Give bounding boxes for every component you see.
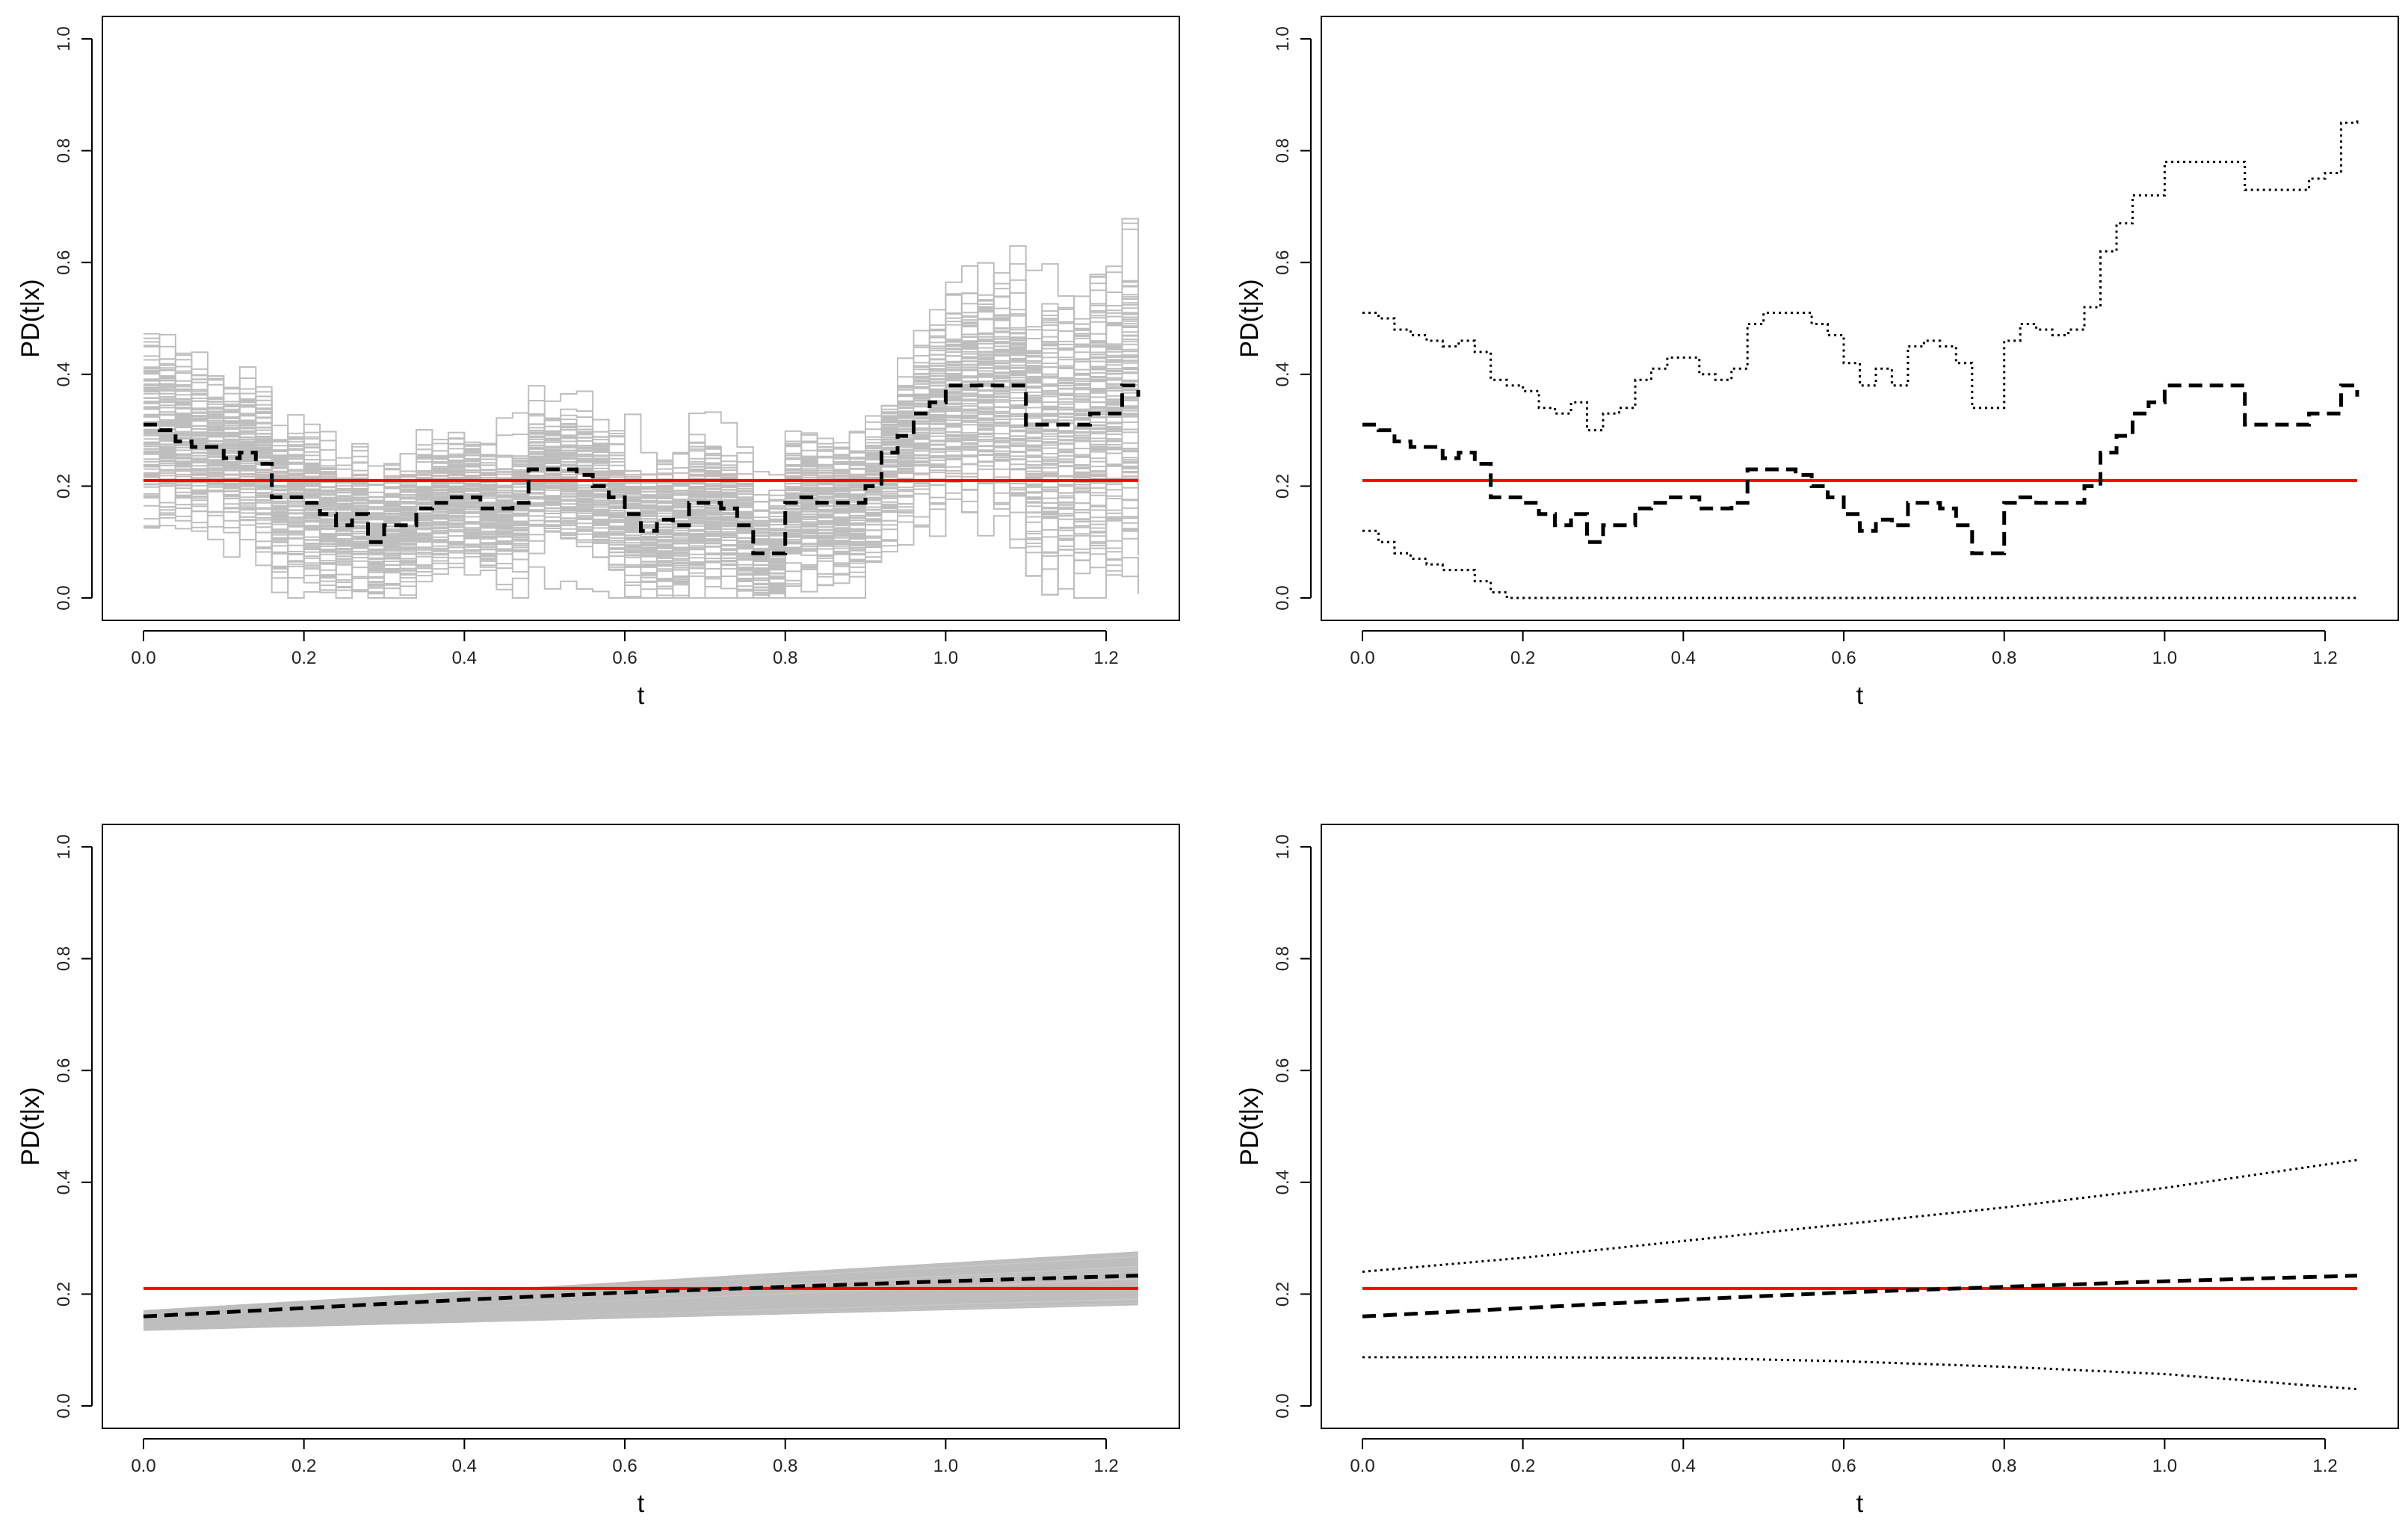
simulation-curves [143, 218, 1139, 599]
x-tick-label: 0.0 [131, 648, 155, 668]
x-tick-label: 1.2 [2312, 1456, 2337, 1476]
x-tick-label: 0.2 [291, 648, 316, 668]
y-axis: 0.0 0.2 0.4 0.6 0.8 1.0 PD(t|x) [16, 834, 93, 1419]
y-tick-label: 0.0 [1273, 1393, 1293, 1418]
y-tick-label: 1.0 [54, 26, 74, 51]
x-tick-label: 1.2 [2312, 648, 2337, 668]
simulation-band [143, 1252, 1138, 1331]
x-tick-label: 1.2 [1093, 1456, 1118, 1476]
x-tick-label: 0.0 [1350, 1456, 1374, 1476]
x-tick-label: 0.4 [452, 1456, 477, 1476]
x-axis-title: t [1856, 1490, 1864, 1518]
x-tick-label: 0.6 [1831, 648, 1856, 668]
estimate-line [1362, 1274, 2358, 1318]
y-tick-label: 0.6 [1273, 250, 1293, 275]
panel-top-left: 0.0 0.2 0.4 0.6 0.8 1.0 1.2 t 0.0 0.2 0.4 0.6 0.8 1.0… [16, 16, 1180, 710]
y-tick-label: 0.8 [1273, 946, 1293, 971]
y-tick-label: 0.2 [1273, 1282, 1293, 1307]
upper-band-line [1362, 1159, 2358, 1273]
y-axis: 0.0 0.2 0.4 0.6 0.8 1.0 PD(t|x) [16, 26, 93, 611]
x-tick-label: 0.6 [612, 1456, 637, 1476]
x-axis-title: t [1856, 682, 1864, 710]
y-tick-label: 0.4 [1273, 362, 1293, 386]
simulation-curves [143, 1251, 1139, 1331]
x-tick-label: 0.2 [1510, 648, 1535, 668]
x-axis-title: t [637, 1490, 645, 1518]
x-tick-label: 0.4 [452, 648, 477, 668]
x-tick-label: 0.4 [1671, 1456, 1696, 1476]
y-tick-label: 0.4 [54, 1170, 74, 1194]
x-axis-title: t [637, 682, 645, 710]
y-tick-label: 0.6 [54, 250, 74, 275]
x-axis: 0.0 0.2 0.4 0.6 0.8 1.0 1.2 t [131, 630, 1119, 710]
simulation-curve [143, 290, 1139, 599]
y-tick-label: 0.4 [54, 362, 74, 386]
panel-bottom-right: 0.0 0.2 0.4 0.6 0.8 1.0 1.2 t 0.0 0.2 0.4 0.6 0.8 1.0… [1235, 824, 2399, 1518]
x-tick-label: 0.8 [1992, 648, 2016, 668]
y-tick-label: 1.0 [1273, 834, 1293, 859]
y-tick-label: 0.6 [54, 1058, 74, 1083]
x-axis: 0.0 0.2 0.4 0.6 0.8 1.0 1.2 t [1350, 1438, 2338, 1518]
simulation-curve [143, 345, 1139, 596]
panel-top-right: 0.0 0.2 0.4 0.6 0.8 1.0 1.2 t 0.0 0.2 0.4 0.6 0.8 1.0… [1235, 16, 2399, 710]
x-tick-label: 1.0 [2152, 1456, 2177, 1476]
estimate-line [143, 1274, 1139, 1318]
y-tick-label: 0.2 [54, 474, 74, 499]
y-tick-label: 0.8 [54, 946, 74, 971]
y-tick-label: 0.6 [1273, 1058, 1293, 1083]
plot-frame [102, 824, 1180, 1429]
y-tick-label: 0.8 [54, 138, 74, 163]
x-tick-label: 0.6 [612, 648, 637, 668]
upper-band-line [1362, 117, 2359, 432]
x-tick-label: 0.0 [1350, 648, 1374, 668]
x-axis: 0.0 0.2 0.4 0.6 0.8 1.0 1.2 t [1350, 630, 2338, 710]
y-tick-label: 0.0 [1273, 585, 1293, 610]
y-tick-label: 0.0 [54, 1393, 74, 1418]
y-tick-label: 0.2 [54, 1282, 74, 1307]
y-axis-title: PD(t|x) [1235, 1087, 1264, 1165]
x-tick-label: 1.2 [1093, 648, 1118, 668]
y-tick-label: 0.4 [1273, 1170, 1293, 1194]
x-tick-label: 0.2 [291, 1456, 316, 1476]
estimate-line [1362, 383, 2359, 555]
y-axis-title: PD(t|x) [16, 279, 45, 357]
y-axis: 0.0 0.2 0.4 0.6 0.8 1.0 PD(t|x) [1235, 26, 1312, 611]
x-tick-label: 0.2 [1510, 1456, 1535, 1476]
y-axis-title: PD(t|x) [1235, 279, 1264, 357]
x-tick-label: 0.6 [1831, 1456, 1856, 1476]
y-tick-label: 1.0 [1273, 26, 1293, 51]
y-tick-label: 0.0 [54, 585, 74, 610]
x-tick-label: 0.8 [773, 648, 797, 668]
plot-frame [102, 16, 1180, 621]
x-tick-label: 0.8 [773, 1456, 797, 1476]
y-tick-label: 0.2 [1273, 474, 1293, 499]
x-tick-label: 0.4 [1671, 648, 1696, 668]
x-tick-label: 0.8 [1992, 1456, 2016, 1476]
y-tick-label: 0.8 [1273, 138, 1293, 163]
simulation-curve [143, 324, 1139, 599]
x-axis: 0.0 0.2 0.4 0.6 0.8 1.0 1.2 t [131, 1438, 1119, 1518]
x-tick-label: 1.0 [933, 648, 958, 668]
y-axis-title: PD(t|x) [16, 1087, 45, 1165]
panel-bottom-left: 0.0 0.2 0.4 0.6 0.8 1.0 1.2 t 0.0 0.2 0.4 0.6 0.8 1.0… [16, 824, 1180, 1518]
y-axis: 0.0 0.2 0.4 0.6 0.8 1.0 PD(t|x) [1235, 834, 1312, 1419]
plot-frame [1321, 16, 2399, 621]
simulation-curve [143, 327, 1139, 599]
x-tick-label: 0.0 [131, 1456, 155, 1476]
estimate-line [143, 383, 1140, 555]
x-tick-label: 1.0 [2152, 648, 2177, 668]
y-tick-label: 1.0 [54, 834, 74, 859]
lower-band-line [1362, 529, 2357, 599]
x-tick-label: 1.0 [933, 1456, 958, 1476]
lower-band-line [1362, 1356, 2358, 1391]
plot-frame [1321, 824, 2399, 1429]
